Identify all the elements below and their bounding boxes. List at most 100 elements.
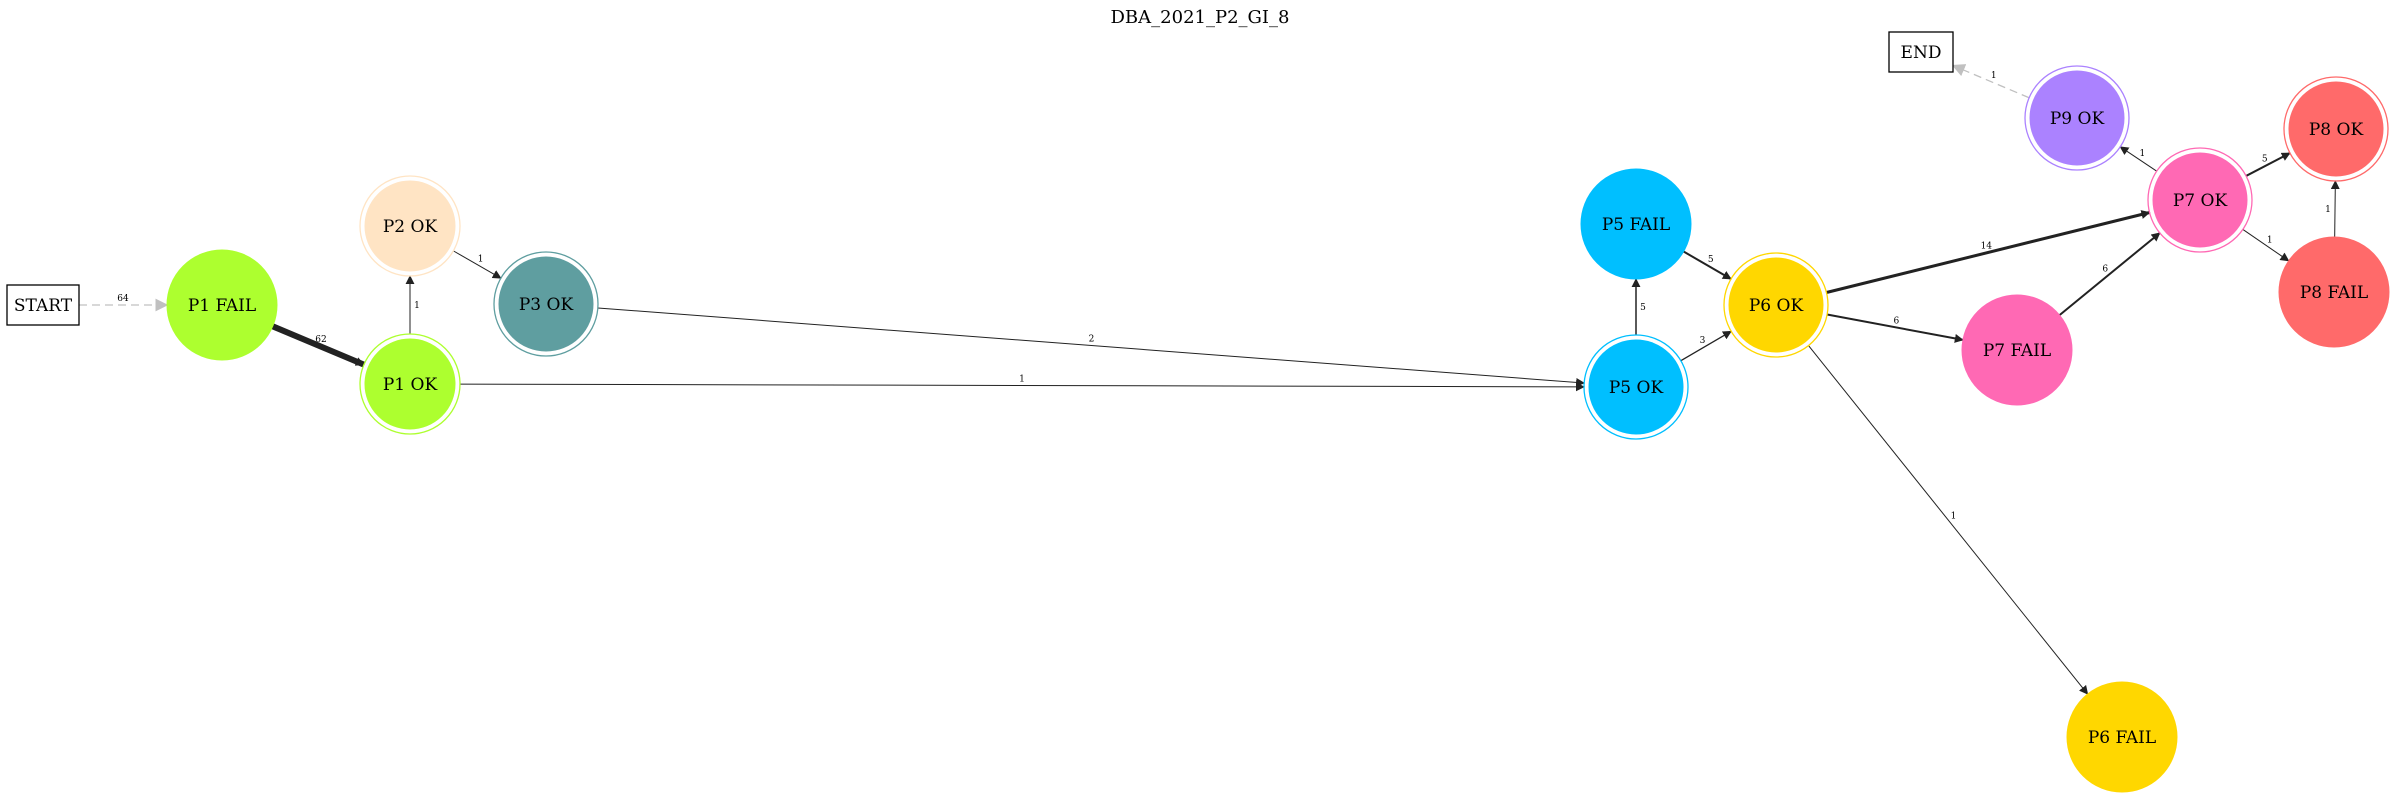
node-label: END	[1901, 43, 1942, 63]
node-fill	[1588, 339, 1684, 435]
node-label: P1 OK	[383, 375, 438, 395]
node-p9-ok[interactable]: P9 OK	[2024, 65, 2130, 171]
node-fill	[2278, 236, 2390, 348]
edge-label: 14	[1981, 242, 1993, 252]
edge-label: 1	[1019, 374, 1025, 384]
edge-p1-fail-to-p1-ok: 62	[271, 323, 366, 368]
edge-p5-fail-to-p6-ok: 5	[1683, 250, 1732, 280]
edge-p1-ok-to-p5-ok: 1	[459, 374, 1585, 392]
edge-p8-fail-to-p8-ok: 1	[2325, 180, 2340, 238]
node-label: P6 OK	[1749, 296, 1804, 316]
node-label: P7 OK	[2173, 191, 2228, 211]
graph-title: DBA_2021_P2_GI_8	[1111, 7, 1290, 28]
edge-p7-ok-to-p8-ok: 5	[2245, 152, 2291, 177]
edge-line	[597, 307, 1586, 387]
edge-label: 1	[2267, 235, 2273, 245]
edge-line	[1826, 210, 2151, 294]
edge-label: 1	[1991, 71, 1997, 81]
edge-p6-ok-to-p7-ok: 14	[1826, 210, 2151, 294]
node-p1-fail[interactable]: P1 FAIL	[166, 249, 278, 361]
node-p7-ok[interactable]: P7 OK	[2147, 147, 2253, 253]
edge-label: 3	[1700, 336, 1706, 346]
node-fill	[166, 249, 278, 361]
node-outer-ring	[2147, 147, 2253, 253]
node-fill	[1961, 294, 2073, 406]
node-fill	[2288, 81, 2384, 177]
edge-p9-ok-to-end: 1	[1951, 64, 2030, 99]
node-fill	[2152, 152, 2248, 248]
edge-label: 1	[414, 301, 420, 311]
node-box	[6, 284, 80, 326]
node-outer-ring	[1723, 252, 1829, 358]
node-fill	[1580, 168, 1692, 280]
edge-label: 2	[1089, 335, 1095, 345]
node-outer-ring	[359, 333, 461, 435]
node-p3-ok[interactable]: P3 OK	[493, 251, 599, 357]
edge-line	[1683, 250, 1732, 280]
node-outer-ring	[1583, 334, 1689, 440]
node-fill	[364, 180, 456, 272]
node-outer-ring	[359, 175, 461, 277]
edge-label: 1	[1951, 511, 1957, 521]
edge-label: 1	[478, 254, 484, 264]
node-p8-fail[interactable]: P8 FAIL	[2278, 236, 2390, 348]
edge-p1-ok-to-p2-ok: 1	[405, 275, 420, 334]
node-p5-fail[interactable]: P5 FAIL	[1580, 168, 1692, 280]
node-p6-fail[interactable]: P6 FAIL	[2066, 681, 2178, 793]
node-p8-ok[interactable]: P8 OK	[2283, 76, 2389, 182]
node-p1-ok[interactable]: P1 OK	[359, 333, 461, 435]
node-start[interactable]: START	[6, 284, 80, 326]
node-fill	[498, 256, 594, 352]
node-p2-ok[interactable]: P2 OK	[359, 175, 461, 277]
edge-start-to-p1-fail: 64	[79, 294, 169, 312]
node-label: P2 OK	[383, 217, 438, 237]
edge-line	[1951, 64, 2030, 99]
edge-label: 5	[1640, 303, 1646, 313]
edge-label: 1	[2325, 205, 2331, 215]
edge-label: 5	[2262, 154, 2268, 164]
node-p6-ok[interactable]: P6 OK	[1723, 252, 1829, 358]
edge-label: 5	[1708, 255, 1714, 265]
edge-line	[2242, 229, 2290, 262]
node-label: P9 OK	[2050, 109, 2105, 129]
node-label: P8 OK	[2309, 120, 2364, 140]
node-label: P8 FAIL	[2300, 283, 2368, 303]
edges-layer: 64 62 1 1 2 1 5 5 3 14 6 1 6 1 5 1 1 1	[79, 64, 2340, 695]
node-p7-fail[interactable]: P7 FAIL	[1961, 294, 2073, 406]
node-end[interactable]: END	[1888, 31, 1954, 73]
edge-line	[459, 382, 1585, 392]
edge-line	[2245, 152, 2291, 177]
edge-label: 6	[2102, 265, 2108, 275]
edge-p7-fail-to-p7-ok: 6	[2058, 232, 2161, 316]
edge-line	[2058, 232, 2161, 316]
edge-line	[1826, 313, 1964, 343]
edge-label: 1	[2140, 149, 2146, 159]
edge-line	[2119, 146, 2158, 172]
node-label: P5 OK	[1609, 378, 1664, 398]
node-label: P1 FAIL	[188, 296, 256, 316]
edge-line	[1680, 330, 1732, 362]
node-fill	[1728, 257, 1824, 353]
edge-p3-ok-to-p5-ok: 2	[597, 307, 1586, 387]
edge-p2-ok-to-p3-ok: 1	[453, 250, 502, 279]
edge-p6-ok-to-p7-fail: 6	[1826, 313, 1964, 343]
edge-line	[453, 250, 502, 279]
node-label: P3 OK	[519, 295, 574, 315]
node-label: P7 FAIL	[1983, 341, 2051, 361]
node-outer-ring	[493, 251, 599, 357]
nodes-layer: START END P1 FAIL P1 OK P2 OK P3 OK P5 FAIL P5 …	[6, 31, 2390, 793]
edge-label: 6	[1893, 316, 1899, 326]
node-label: P5 FAIL	[1602, 215, 1670, 235]
node-label: P6 FAIL	[2088, 728, 2156, 748]
edge-p5-ok-to-p5-fail: 5	[1631, 278, 1646, 335]
node-fill	[364, 338, 456, 430]
edge-line	[1808, 345, 2089, 695]
node-p5-ok[interactable]: P5 OK	[1583, 334, 1689, 440]
node-outer-ring	[2024, 65, 2130, 171]
edge-p5-ok-to-p6-ok: 3	[1680, 330, 1732, 362]
edge-p7-ok-to-p8-fail: 1	[2242, 229, 2290, 262]
edge-label: 62	[315, 335, 326, 345]
edge-p7-ok-to-p9-ok: 1	[2119, 146, 2158, 172]
node-label: START	[14, 296, 73, 316]
